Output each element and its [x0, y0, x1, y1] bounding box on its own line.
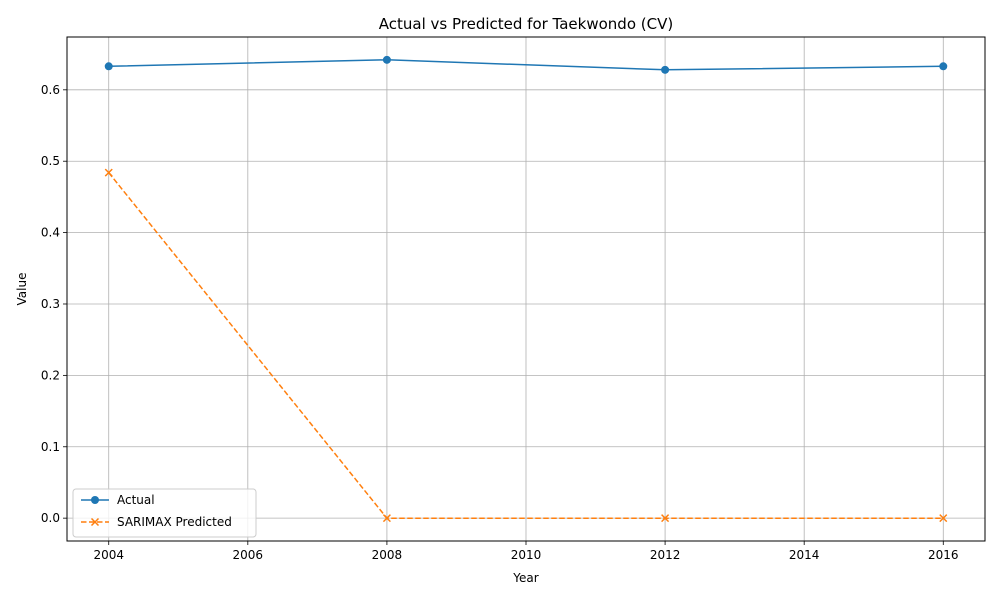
legend-predicted-label: SARIMAX Predicted [117, 515, 232, 529]
y-tick-label: 0.3 [41, 297, 60, 311]
y-tick-label: 0.5 [41, 154, 60, 168]
y-tick-label: 0.0 [41, 511, 60, 525]
data-point [382, 55, 391, 64]
x-tick-label: 2014 [789, 548, 820, 562]
legend-predicted-marker [90, 517, 100, 527]
x-tick-label: 2016 [928, 548, 959, 562]
legend-actual-label: Actual [117, 493, 155, 507]
grid [67, 37, 985, 541]
x-tick-label: 2004 [93, 548, 124, 562]
x-tick-label: 2006 [233, 548, 264, 562]
y-axis-label: Value [15, 273, 29, 306]
series-layer [104, 55, 948, 523]
series-line-0 [108, 59, 944, 71]
legend-actual-marker [91, 496, 99, 504]
data-point [661, 65, 670, 74]
data-point [939, 62, 948, 71]
legend: Actual SARIMAX Predicted [72, 488, 257, 538]
data-point [939, 514, 948, 523]
x-tick-label: 2010 [511, 548, 542, 562]
data-point [104, 62, 113, 71]
x-tick-label: 2008 [372, 548, 403, 562]
x-axis-label: Year [512, 571, 538, 585]
y-tick-label: 0.1 [41, 440, 60, 454]
x-tick-label: 2012 [650, 548, 681, 562]
y-tick-label: 0.6 [41, 83, 60, 97]
chart-title: Actual vs Predicted for Taekwondo (CV) [379, 15, 673, 33]
ticks: 2004 2006 2008 2010 2012 2014 2016 0.0 0.1 0.2 0.3… [41, 83, 959, 562]
y-tick-label: 0.4 [41, 226, 60, 240]
data-point [661, 514, 670, 523]
legend-box [72, 488, 257, 538]
y-tick-label: 0.2 [41, 368, 60, 382]
series-line-1 [108, 172, 944, 519]
data-point [104, 168, 113, 177]
data-point [382, 514, 391, 523]
